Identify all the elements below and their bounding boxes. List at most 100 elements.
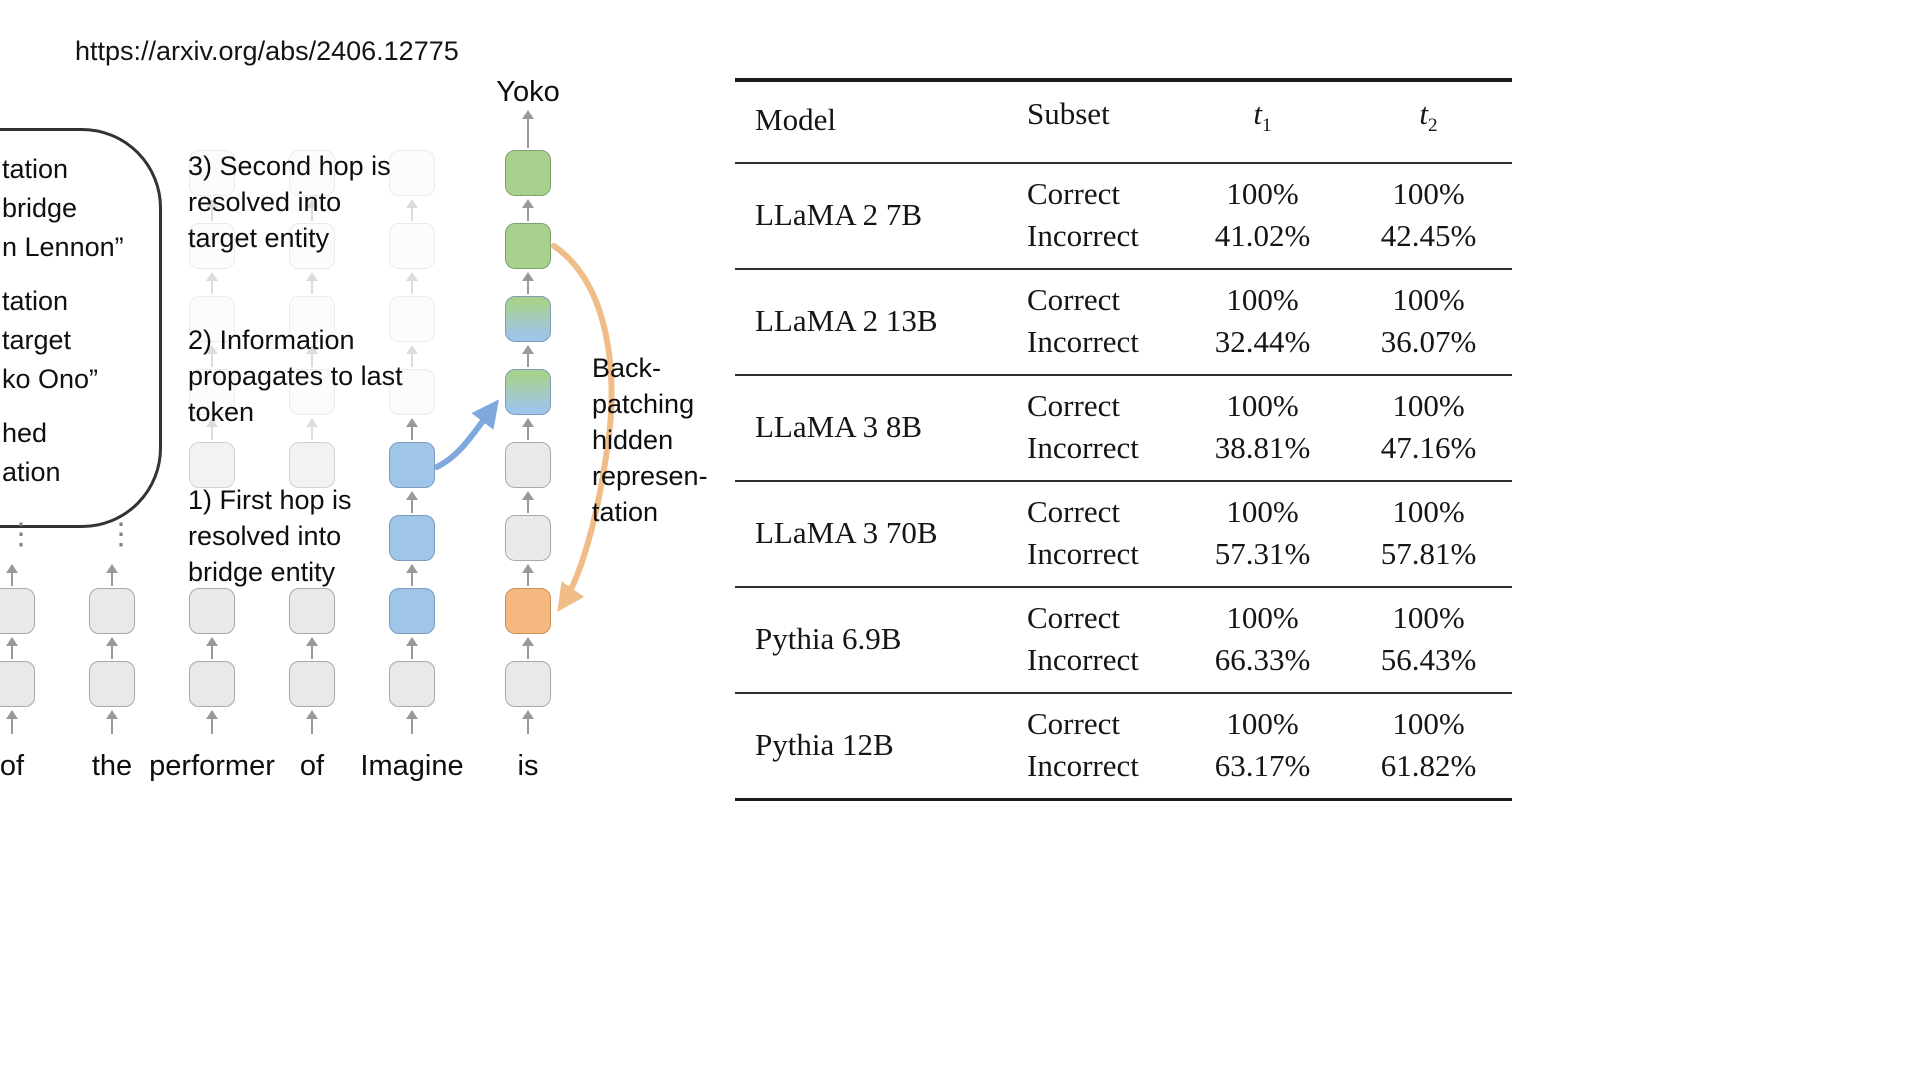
layer-box-faint [189,296,235,342]
layer-box-blue [389,588,435,634]
subset-cell: Correct Incorrect [1025,491,1180,575]
t2-value: 47.16% [1380,430,1477,466]
t1-cell: 100% 41.02% [1180,173,1345,257]
col-header-subset: Subset [1027,96,1110,131]
t1-value: 100% [1226,706,1299,742]
layer-box-faint [289,369,335,415]
t2-cell: 100% 47.16% [1345,385,1512,469]
up-arrow-icon [521,418,535,440]
layer-box-gray [289,661,335,707]
subset-value: Incorrect [1027,324,1139,360]
t1-cell: 100% 66.33% [1180,597,1345,681]
table-row-group: LLaMA 3 8B Correct Incorrect 100% 38.81% 100%… [735,374,1512,480]
layer-box-gradient [505,296,551,342]
layer-box-gradient [505,369,551,415]
up-arrow-icon [205,637,219,659]
table-row-group: LLaMA 2 13B Correct Incorrect 100% 32.44% 100… [735,268,1512,374]
up-arrow-icon [521,637,535,659]
t2-value: 36.07% [1380,324,1477,360]
layer-box-gray [189,588,235,634]
callout-fragment-group: hed ation [2,414,124,492]
t1-value: 100% [1226,388,1299,424]
subset-value: Incorrect [1027,536,1139,572]
col-header-t2: t2 [1345,92,1512,148]
layer-box-faint [189,369,235,415]
model-name: Pythia 12B [755,727,894,763]
subset-value: Incorrect [1027,218,1139,254]
up-arrow-icon [5,564,19,586]
layer-box-gray [505,442,551,488]
token-label: of [299,750,325,782]
subset-cell: Correct Incorrect [1025,173,1180,257]
up-arrow-icon [305,272,319,294]
model-name: LLaMA 2 7B [755,197,923,233]
t1-value: 100% [1226,494,1299,530]
subset-value: Correct [1027,706,1120,742]
subset-value: Incorrect [1027,748,1139,784]
subset-value: Correct [1027,600,1120,636]
up-arrow-icon [205,418,219,440]
up-arrow-icon [105,564,119,586]
callout-fragment: hed [2,418,48,448]
layer-box-faint [289,223,335,269]
up-arrow-icon [305,418,319,440]
callout-text: tation bridge n Lennon” tation target ko Ono”… [2,150,124,507]
t2-value: 42.45% [1380,218,1477,254]
t2-subscript: 2 [1428,115,1438,137]
t2-cell: 100% 56.43% [1345,597,1512,681]
callout-fragment-group: tation bridge n Lennon” [2,150,124,267]
t1-value: 32.44% [1214,324,1311,360]
t2-value: 56.43% [1380,642,1477,678]
t1-value: 57.31% [1214,536,1311,572]
model-name: LLaMA 3 8B [755,409,923,445]
layer-box-blue [389,442,435,488]
t1-cell: 100% 32.44% [1180,279,1345,363]
layer-box-faint [289,150,335,196]
layer-box-faint [189,223,235,269]
up-arrow-icon [405,345,419,367]
t1-cell: 100% 63.17% [1180,703,1345,787]
t1-value: 63.17% [1214,748,1311,784]
paper-url: https://arxiv.org/abs/2406.12775 [75,36,459,66]
t1-value: 66.33% [1214,642,1311,678]
table-row-group: LLaMA 3 70B Correct Incorrect 100% 57.31% 100… [735,480,1512,586]
token-label: is [517,750,539,782]
t2-cell: 100% 42.45% [1345,173,1512,257]
t2-value: 57.81% [1380,536,1477,572]
propagate-arrow-icon [434,399,499,470]
callout-fragment: bridge [2,193,78,223]
layer-box-faint [389,150,435,196]
t1-value: 38.81% [1214,430,1311,466]
results-table: Model Subset t1 t2 LLaMA 2 7B Correct Inco… [735,78,1512,802]
table-row-group: Pythia 6.9B Correct Incorrect 100% 66.33% 100… [735,586,1512,692]
up-arrow-icon [305,710,319,734]
layer-box-faint [389,296,435,342]
t1-subscript: 1 [1262,115,1272,137]
up-arrow-icon [521,564,535,586]
subset-cell: Correct Incorrect [1025,703,1180,787]
layer-box-faintgray [189,442,235,488]
layer-box-gray [0,588,35,634]
t1-value: 100% [1226,176,1299,212]
t1-symbol: t [1253,96,1262,131]
layer-box-faintgray [289,442,335,488]
layer-box-faint [389,369,435,415]
table-row-group: LLaMA 2 7B Correct Incorrect 100% 41.02% 100%… [735,162,1512,268]
subset-value: Correct [1027,282,1120,318]
up-arrow-icon [305,345,319,367]
t2-value: 100% [1392,600,1465,636]
up-arrow-icon [521,110,535,148]
table-header-row: Model Subset t1 t2 [735,82,1512,162]
t2-value: 61.82% [1380,748,1477,784]
model-name: LLaMA 2 13B [755,303,938,339]
up-arrow-icon [5,637,19,659]
up-arrow-icon [405,564,419,586]
layer-box-gray [0,661,35,707]
layer-box-green [505,150,551,196]
col-header-model: Model [755,102,836,138]
annotation-backpatching: Back- patching hidden represen- tation [592,353,708,527]
subset-value: Incorrect [1027,430,1139,466]
callout-fragment: tation [2,286,69,316]
subset-value: Correct [1027,494,1120,530]
